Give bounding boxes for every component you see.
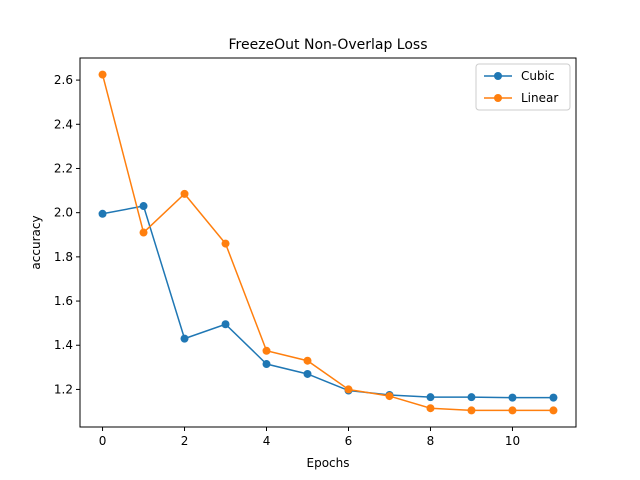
data-point-cubic [180, 334, 189, 343]
data-point-linear [262, 346, 271, 355]
data-point-linear [508, 406, 517, 415]
y-tick-label: 2.0 [54, 206, 73, 220]
axes-frame [79, 57, 577, 428]
y-tick-label: 1.4 [54, 338, 73, 352]
x-tick-label: 2 [181, 434, 189, 448]
x-tick-label: 4 [263, 434, 271, 448]
y-tick-label: 1.6 [54, 294, 73, 308]
x-tick-label: 6 [345, 434, 353, 448]
chart-title: FreezeOut Non-Overlap Loss [228, 37, 427, 53]
y-tick-label: 1.2 [54, 382, 73, 396]
x-tick-label: 10 [505, 434, 520, 448]
series-cubic [98, 202, 558, 402]
data-point-cubic [508, 393, 517, 402]
data-point-linear [385, 392, 394, 401]
data-point-cubic [262, 360, 271, 369]
data-point-linear [303, 356, 312, 365]
legend-swatch-marker [494, 94, 502, 102]
data-point-cubic [98, 209, 107, 218]
data-point-linear [426, 404, 435, 413]
y-axis-label: accuracy [29, 215, 43, 269]
y-tick-label: 2.4 [54, 117, 73, 131]
data-point-linear [549, 406, 558, 415]
data-point-linear [221, 239, 230, 248]
x-tick-label: 0 [99, 434, 107, 448]
series-line-linear [101, 74, 554, 412]
axis-ticks: 0 2 4 6 8 10 1.2 1.4 1.6 1.8 2.0 2.2 2.4 2.6 [54, 73, 520, 448]
data-point-linear [139, 228, 148, 237]
x-axis-label: Epochs [307, 456, 350, 470]
legend-label: Linear [521, 91, 558, 105]
data-point-cubic [467, 393, 476, 402]
y-tick-label: 2.6 [54, 73, 73, 87]
y-tick-label: 2.2 [54, 161, 73, 175]
x-tick-label: 8 [427, 434, 435, 448]
data-point-cubic [303, 369, 312, 378]
data-point-linear [467, 406, 476, 415]
plot-area [98, 70, 558, 415]
legend: Cubic Linear [475, 63, 571, 111]
y-tick-label: 1.8 [54, 250, 73, 264]
data-point-linear [180, 189, 189, 198]
data-point-cubic [139, 202, 148, 211]
legend-swatch-marker [494, 72, 502, 80]
data-point-cubic [549, 393, 558, 402]
data-point-linear [98, 70, 107, 79]
series-linear [98, 70, 558, 415]
series-line-cubic [102, 205, 554, 399]
data-point-cubic [221, 320, 230, 329]
data-point-linear [344, 385, 353, 394]
legend-label: Cubic [521, 69, 555, 83]
data-point-cubic [426, 393, 435, 402]
